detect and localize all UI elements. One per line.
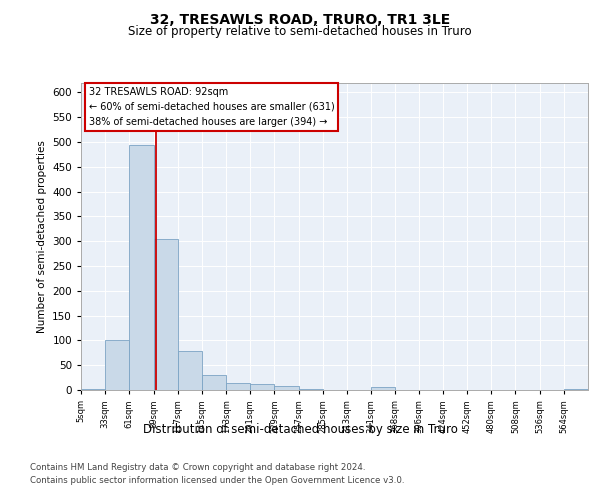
Text: Contains HM Land Registry data © Crown copyright and database right 2024.: Contains HM Land Registry data © Crown c… xyxy=(30,464,365,472)
Bar xyxy=(250,384,274,390)
Bar xyxy=(274,386,299,390)
Bar xyxy=(105,340,130,390)
Y-axis label: Number of semi-detached properties: Number of semi-detached properties xyxy=(37,140,47,332)
Bar xyxy=(564,389,588,390)
Bar xyxy=(154,238,178,390)
Text: Contains public sector information licensed under the Open Government Licence v3: Contains public sector information licen… xyxy=(30,476,404,485)
Bar xyxy=(371,386,395,390)
Bar xyxy=(202,375,226,390)
Bar xyxy=(299,389,323,390)
Text: Distribution of semi-detached houses by size in Truro: Distribution of semi-detached houses by … xyxy=(143,422,457,436)
Text: Size of property relative to semi-detached houses in Truro: Size of property relative to semi-detach… xyxy=(128,25,472,38)
Bar xyxy=(130,145,154,390)
Text: 32, TRESAWLS ROAD, TRURO, TR1 3LE: 32, TRESAWLS ROAD, TRURO, TR1 3LE xyxy=(150,12,450,26)
Text: 32 TRESAWLS ROAD: 92sqm
← 60% of semi-detached houses are smaller (631)
38% of s: 32 TRESAWLS ROAD: 92sqm ← 60% of semi-de… xyxy=(89,87,334,126)
Bar xyxy=(178,352,202,390)
Bar xyxy=(81,389,105,390)
Bar xyxy=(226,383,250,390)
